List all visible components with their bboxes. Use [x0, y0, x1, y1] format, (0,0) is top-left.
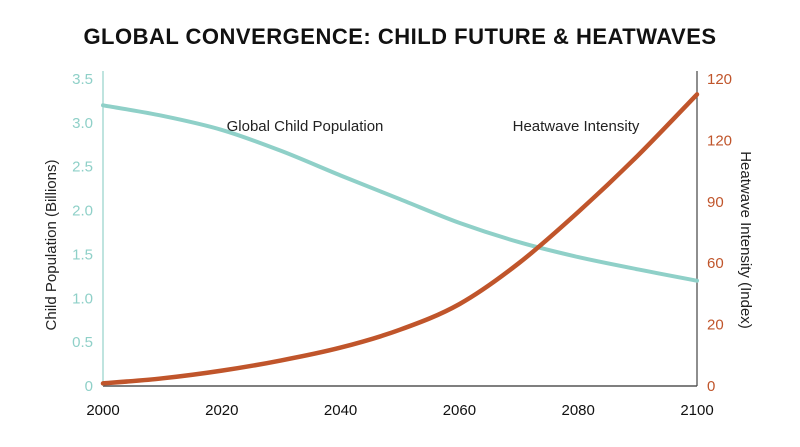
x-tick-label: 2040 — [324, 402, 357, 419]
right-y-ticks: 0 20 60 90 120 120 — [707, 71, 732, 395]
x-tick-label: 2020 — [205, 402, 238, 419]
series-label-heatwave-intensity: Heatwave Intensity — [513, 118, 640, 135]
left-tick-label: 1.0 — [72, 290, 93, 307]
right-axis-label: Heatwave Intensity (Index) — [737, 151, 754, 329]
x-tick-label: 2060 — [443, 402, 476, 419]
left-tick-label: 0.5 — [72, 334, 93, 351]
child-population-line — [101, 103, 699, 283]
chart-title: GLOBAL CONVERGENCE: CHILD FUTURE & HEATW… — [83, 24, 716, 49]
axes — [102, 71, 698, 387]
left-tick-label: 3.0 — [72, 115, 93, 132]
right-tick-label: 120 — [707, 132, 732, 149]
x-tick-label: 2100 — [680, 402, 713, 419]
right-tick-label: 0 — [707, 378, 715, 395]
right-tick-label: 120 — [707, 71, 732, 88]
left-tick-label: 2.5 — [72, 159, 93, 176]
left-y-ticks: 0 0.5 1.0 1.5 2.0 2.5 3.0 3.5 — [72, 71, 93, 395]
x-tick-label: 2000 — [86, 402, 119, 419]
heatwave-intensity-line — [100, 92, 700, 386]
right-tick-label: 90 — [707, 194, 724, 211]
left-tick-label: 3.5 — [72, 71, 93, 88]
right-tick-label: 20 — [707, 317, 724, 334]
right-tick-label: 60 — [707, 255, 724, 272]
left-tick-label: 2.0 — [72, 203, 93, 220]
series-layer — [100, 92, 700, 386]
x-ticks: 2000 2020 2040 2060 2080 2100 — [86, 402, 713, 419]
left-axis-label: Child Population (Billions) — [43, 160, 60, 331]
left-tick-label: 1.5 — [72, 246, 93, 263]
series-label-child-population: Global Child Population — [227, 118, 384, 135]
x-tick-label: 2080 — [562, 402, 595, 419]
left-tick-label: 0 — [85, 378, 93, 395]
